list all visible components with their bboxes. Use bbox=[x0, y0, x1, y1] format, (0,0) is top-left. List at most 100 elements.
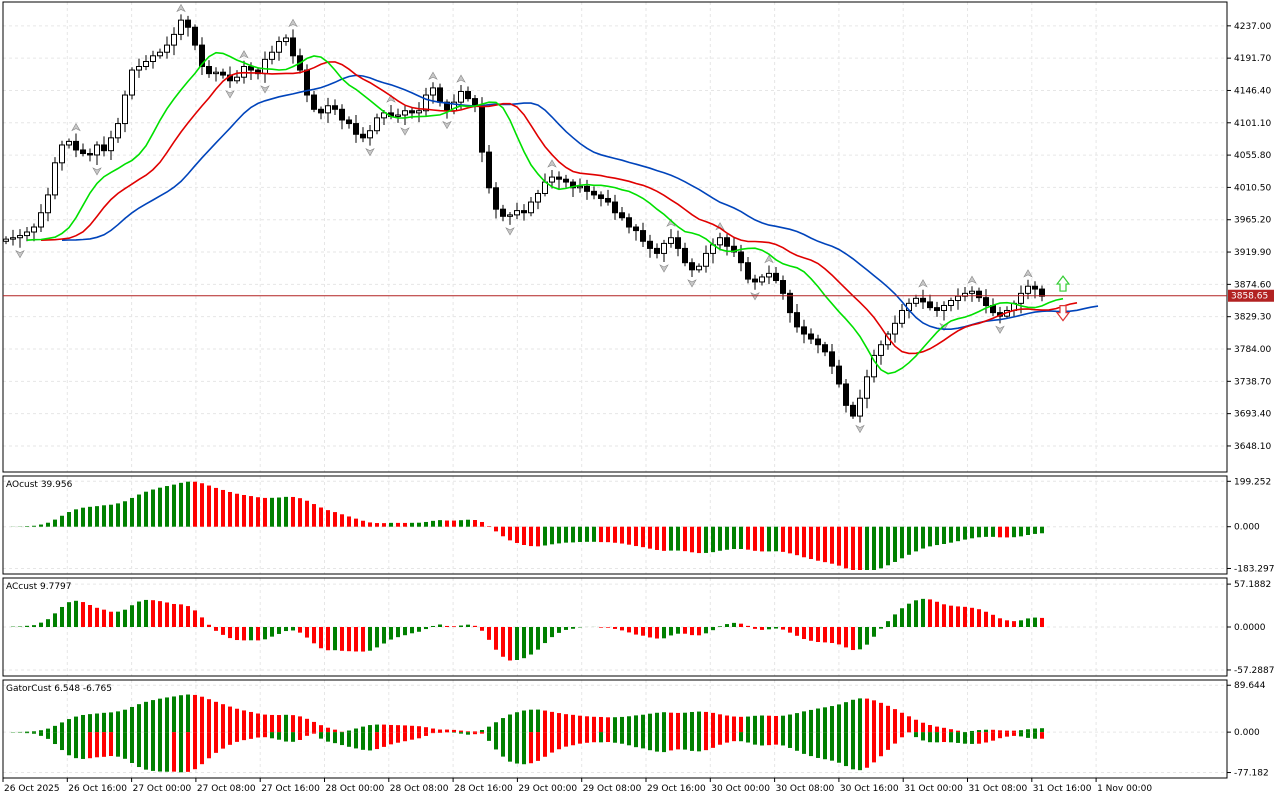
fractal-up-marker bbox=[456, 74, 466, 83]
fractal-down-marker bbox=[15, 249, 25, 259]
candle-body bbox=[773, 272, 779, 282]
candle-body bbox=[675, 237, 681, 249]
candle-body bbox=[94, 144, 100, 156]
candle-body bbox=[171, 33, 177, 46]
y-tick-label: -77.182 bbox=[1234, 769, 1269, 779]
fractal-up-marker bbox=[239, 50, 249, 59]
candle-body bbox=[850, 404, 856, 417]
candle-body bbox=[192, 26, 198, 46]
y-tick-label: 3874.60 bbox=[1234, 280, 1271, 290]
panel-label: GatorCust 6.548 -6.765 bbox=[6, 684, 112, 694]
candle-body bbox=[927, 301, 933, 309]
candle-body bbox=[668, 237, 674, 244]
x-tick-label: 26 Oct 2025 bbox=[4, 784, 60, 794]
candle-body bbox=[766, 272, 772, 278]
candle-body bbox=[122, 94, 128, 125]
x-tick-label: 1 Nov 00:00 bbox=[1097, 784, 1152, 794]
grid bbox=[2, 2, 1227, 778]
candle-body bbox=[801, 326, 807, 335]
fractal-up-marker bbox=[1023, 269, 1033, 278]
candle-body bbox=[682, 247, 688, 264]
candle-body bbox=[878, 344, 884, 356]
candle-body bbox=[787, 292, 793, 314]
candle-body bbox=[381, 112, 387, 119]
candle-body bbox=[59, 144, 65, 164]
candle-body bbox=[395, 114, 401, 117]
fractal-down-marker bbox=[995, 325, 1005, 334]
candle-body bbox=[591, 190, 597, 196]
sell-arrow-marker bbox=[1055, 305, 1071, 322]
jaw-line bbox=[61, 74, 1099, 330]
candle-body bbox=[892, 322, 898, 335]
panel-frame bbox=[2, 475, 1228, 575]
candle-body bbox=[374, 117, 380, 132]
candle-body bbox=[647, 240, 653, 249]
candle-body bbox=[794, 312, 800, 328]
candle-body bbox=[80, 149, 86, 155]
price-panel[interactable] bbox=[3, 3, 1227, 434]
candle-body bbox=[3, 238, 9, 242]
candle-body bbox=[136, 65, 142, 71]
panel-frame bbox=[2, 679, 1228, 779]
candle-body bbox=[1039, 288, 1045, 297]
candle-body bbox=[696, 265, 702, 271]
x-tick-label: 27 Oct 00:00 bbox=[133, 784, 192, 794]
fractal-down-marker bbox=[442, 120, 452, 130]
y-tick-label: -57.2887 bbox=[1234, 666, 1274, 676]
ac-panel[interactable] bbox=[6, 598, 1044, 661]
fractal-up-marker bbox=[764, 254, 774, 264]
candle-body bbox=[87, 153, 93, 156]
candle-body bbox=[31, 226, 37, 233]
candle-body bbox=[178, 19, 184, 35]
y-tick-label: 4146.40 bbox=[1234, 86, 1271, 96]
x-tick-label: 29 Oct 00:00 bbox=[518, 784, 577, 794]
candle-body bbox=[864, 376, 870, 399]
x-tick-label: 27 Oct 08:00 bbox=[197, 784, 256, 794]
candle-body bbox=[143, 61, 149, 67]
candle-body bbox=[654, 247, 660, 254]
fractal-up-marker bbox=[176, 3, 186, 13]
ao-panel[interactable] bbox=[6, 481, 1044, 570]
fractal-down-marker bbox=[92, 167, 102, 176]
candle-body bbox=[52, 162, 58, 196]
candle-body bbox=[1025, 285, 1031, 294]
axes: 4237.00 4191.70 4146.40 4101.10 4055.80 4010.… bbox=[2, 22, 1274, 794]
candle-body bbox=[808, 333, 814, 340]
fractal-down-marker bbox=[750, 292, 760, 301]
candle-body bbox=[402, 110, 408, 116]
candle-body bbox=[871, 354, 877, 378]
teeth-line bbox=[40, 61, 1078, 355]
candle-body bbox=[157, 51, 163, 57]
candle-body bbox=[437, 87, 443, 103]
x-tick-label: 29 Oct 16:00 bbox=[647, 784, 706, 794]
y-tick-label: 3919.90 bbox=[1234, 248, 1271, 258]
gator-panel[interactable] bbox=[6, 694, 1044, 773]
candle-body bbox=[976, 290, 982, 299]
candle-body bbox=[262, 58, 268, 75]
y-tick-label: 3965.20 bbox=[1234, 216, 1271, 226]
candle-body bbox=[521, 210, 527, 214]
candle-body bbox=[24, 231, 30, 237]
candle-body bbox=[948, 299, 954, 306]
candle-body bbox=[689, 262, 695, 271]
candle-body bbox=[367, 130, 373, 139]
candle-body bbox=[577, 185, 583, 189]
candle-body bbox=[73, 140, 79, 151]
candle-body bbox=[465, 90, 471, 100]
candle-body bbox=[458, 90, 464, 103]
y-tick-label: 3693.40 bbox=[1234, 410, 1271, 420]
candle-body bbox=[339, 108, 345, 121]
y-tick-label: 4055.80 bbox=[1234, 151, 1271, 161]
candle-body bbox=[206, 65, 212, 75]
x-tick-label: 30 Oct 00:00 bbox=[711, 784, 770, 794]
candle-body bbox=[17, 235, 23, 239]
fractal-up-marker bbox=[715, 222, 725, 231]
candle-body bbox=[752, 278, 758, 283]
candle-body bbox=[780, 280, 786, 294]
y-tick-label: 0.0000 bbox=[1234, 623, 1266, 633]
candle-body bbox=[983, 297, 989, 306]
x-tick-label: 31 Oct 16:00 bbox=[1033, 784, 1092, 794]
y-tick-label: 4101.10 bbox=[1234, 119, 1271, 129]
candle-body bbox=[507, 214, 513, 217]
